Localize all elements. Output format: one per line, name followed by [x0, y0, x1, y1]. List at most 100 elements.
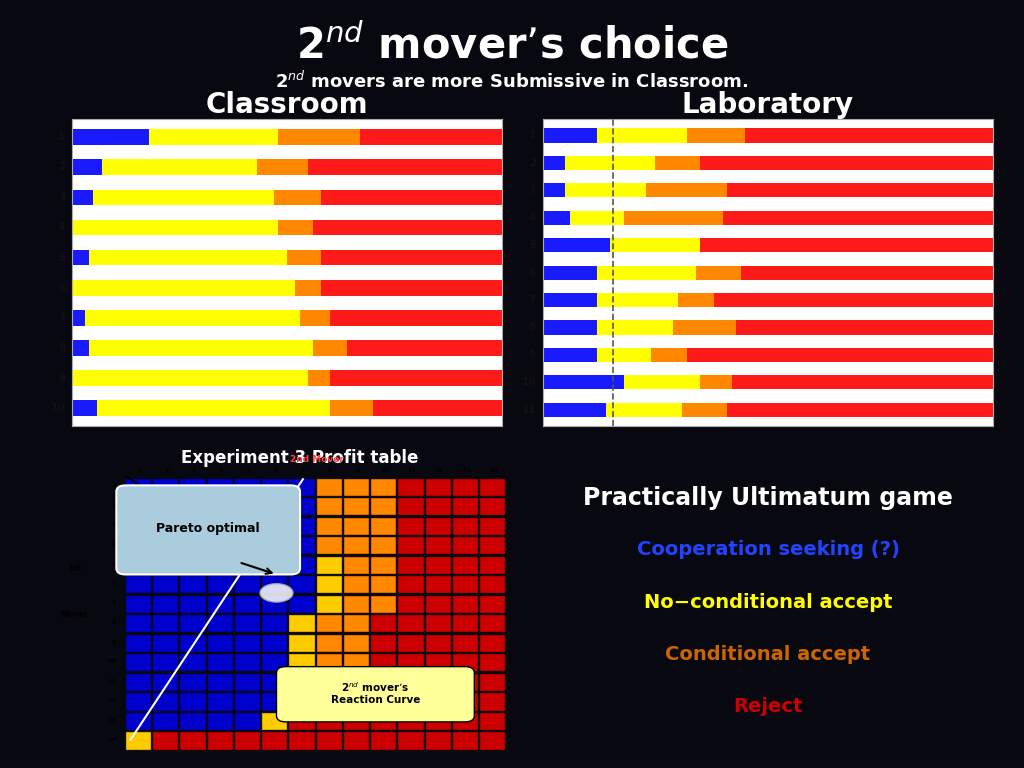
- Bar: [687, 348, 993, 362]
- Bar: [208, 654, 232, 671]
- Text: 14: 14: [489, 468, 498, 473]
- Text: 1: 1: [58, 132, 66, 142]
- Bar: [543, 210, 993, 225]
- Text: 6: 6: [273, 468, 278, 473]
- Text: 3: 3: [58, 192, 66, 202]
- Bar: [344, 518, 369, 535]
- Bar: [126, 537, 152, 554]
- Text: 13: 13: [462, 468, 471, 473]
- Bar: [126, 654, 152, 671]
- Bar: [322, 280, 502, 296]
- Bar: [398, 713, 424, 730]
- Bar: [453, 478, 478, 495]
- Bar: [453, 498, 478, 515]
- Bar: [72, 340, 502, 356]
- Bar: [723, 210, 993, 225]
- Bar: [371, 596, 396, 613]
- Bar: [543, 156, 565, 170]
- Bar: [371, 733, 396, 750]
- Bar: [262, 674, 288, 691]
- Bar: [569, 210, 624, 225]
- Bar: [234, 733, 260, 750]
- Bar: [316, 518, 342, 535]
- Bar: [72, 250, 89, 266]
- Text: No−conditional accept: No−conditional accept: [644, 593, 892, 611]
- Text: 6: 6: [58, 283, 66, 293]
- Bar: [72, 370, 308, 386]
- Bar: [741, 266, 993, 280]
- Text: 1: 1: [112, 483, 117, 488]
- Bar: [316, 498, 342, 515]
- Bar: [453, 634, 478, 652]
- Bar: [316, 596, 342, 613]
- Bar: [426, 694, 451, 710]
- Bar: [344, 478, 369, 495]
- Bar: [347, 340, 502, 356]
- FancyBboxPatch shape: [117, 485, 300, 574]
- Bar: [262, 557, 288, 574]
- Bar: [426, 557, 451, 574]
- Bar: [289, 713, 314, 730]
- Bar: [153, 498, 178, 515]
- Bar: [234, 654, 260, 671]
- Text: Pareto optimal: Pareto optimal: [157, 522, 260, 535]
- Bar: [480, 498, 506, 515]
- Text: 11: 11: [108, 679, 117, 684]
- Bar: [262, 576, 288, 594]
- Text: 10: 10: [521, 377, 536, 387]
- Bar: [234, 557, 260, 574]
- Bar: [126, 694, 152, 710]
- Bar: [300, 310, 330, 326]
- Bar: [371, 576, 396, 594]
- Bar: [687, 128, 745, 143]
- Text: 9: 9: [112, 640, 117, 644]
- Bar: [262, 694, 288, 710]
- Bar: [126, 733, 152, 750]
- Bar: [180, 634, 206, 652]
- Bar: [262, 615, 288, 632]
- Bar: [208, 733, 232, 750]
- Bar: [700, 376, 732, 389]
- Bar: [344, 596, 369, 613]
- Bar: [565, 156, 655, 170]
- Bar: [234, 615, 260, 632]
- Bar: [624, 210, 723, 225]
- Bar: [72, 340, 89, 356]
- Bar: [651, 348, 687, 362]
- Bar: [279, 220, 312, 235]
- Bar: [262, 596, 288, 613]
- Bar: [359, 129, 502, 145]
- Bar: [72, 220, 279, 235]
- Bar: [234, 498, 260, 515]
- Bar: [597, 266, 696, 280]
- Bar: [312, 340, 347, 356]
- Bar: [72, 160, 502, 175]
- Bar: [606, 402, 682, 417]
- Bar: [453, 576, 478, 594]
- Bar: [208, 537, 232, 554]
- Text: Cooperation seeking (?): Cooperation seeking (?): [637, 541, 899, 559]
- Bar: [180, 537, 206, 554]
- Bar: [371, 478, 396, 495]
- Bar: [371, 557, 396, 574]
- Bar: [316, 537, 342, 554]
- Text: 13: 13: [108, 718, 117, 723]
- Bar: [93, 190, 273, 205]
- Bar: [344, 576, 369, 594]
- Bar: [398, 576, 424, 594]
- Text: 9: 9: [355, 468, 359, 473]
- Bar: [480, 576, 506, 594]
- Bar: [678, 293, 714, 307]
- Bar: [674, 320, 736, 335]
- Bar: [295, 280, 322, 296]
- Bar: [316, 733, 342, 750]
- Bar: [543, 156, 993, 170]
- Bar: [72, 400, 97, 416]
- Text: 3: 3: [528, 185, 536, 195]
- Bar: [371, 518, 396, 535]
- Bar: [234, 674, 260, 691]
- Bar: [480, 733, 506, 750]
- Text: 8: 8: [112, 620, 117, 625]
- Text: 2: 2: [112, 503, 117, 508]
- Bar: [262, 478, 288, 495]
